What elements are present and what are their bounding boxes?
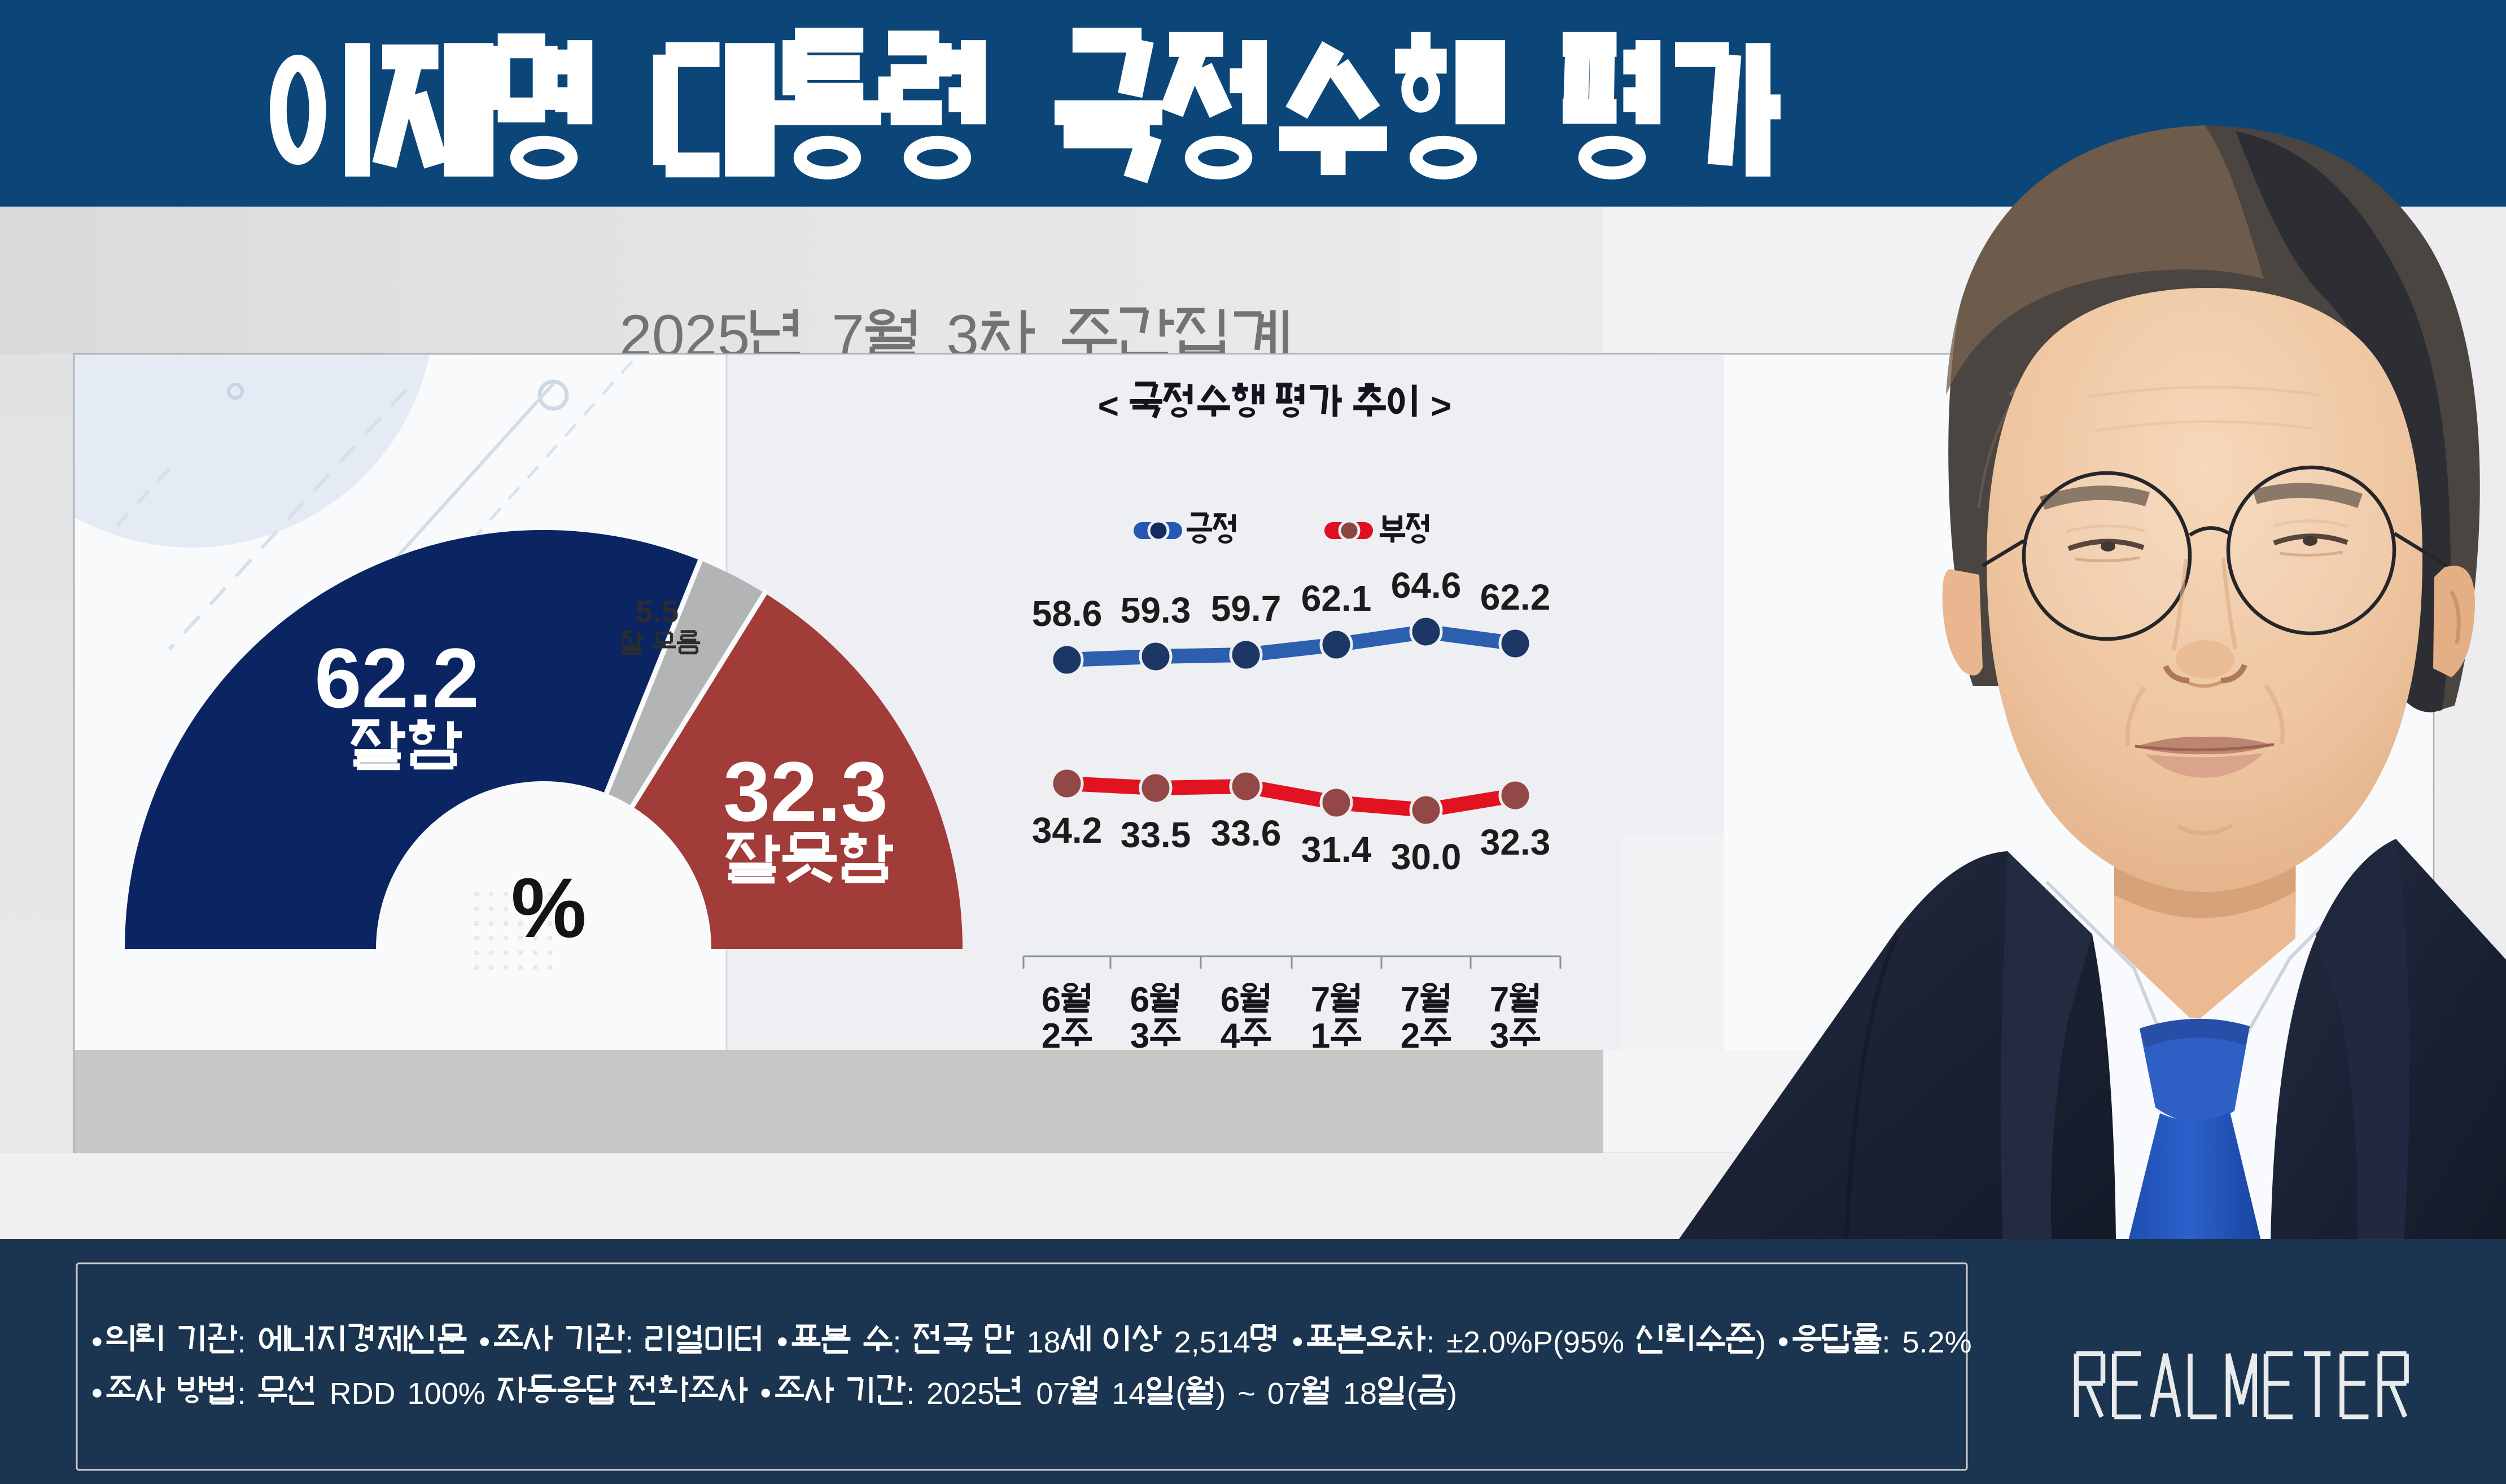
svg-text::: : (1882, 1325, 1891, 1359)
svg-text:>: > (1431, 386, 1451, 426)
svg-text:~: ~ (1237, 1377, 1256, 1411)
svg-text:33.6: 33.6 (1211, 813, 1282, 853)
svg-text:<: < (1098, 386, 1119, 426)
svg-text:7: 7 (1490, 980, 1509, 1019)
svg-text:6: 6 (1130, 980, 1149, 1019)
svg-text::: : (238, 1377, 246, 1411)
svg-text:14: 14 (1112, 1377, 1145, 1411)
svg-text:(: ( (1175, 1377, 1186, 1411)
svg-text:64.6: 64.6 (1391, 565, 1462, 606)
svg-text:07: 07 (1267, 1377, 1301, 1411)
svg-text:62.2: 62.2 (314, 631, 479, 725)
svg-text:18: 18 (1027, 1325, 1061, 1359)
svg-text:100%: 100% (408, 1377, 486, 1411)
svg-text:1: 1 (1311, 1017, 1330, 1056)
svg-text:59.3: 59.3 (1121, 590, 1191, 631)
svg-text:30.0: 30.0 (1391, 837, 1462, 877)
svg-text:%: % (511, 860, 586, 955)
svg-text:62.1: 62.1 (1301, 578, 1372, 619)
svg-text:6: 6 (1042, 980, 1061, 1019)
svg-text:62.2: 62.2 (1480, 577, 1551, 618)
svg-text:31.4: 31.4 (1301, 829, 1372, 870)
svg-text:RDD: RDD (330, 1377, 396, 1411)
svg-text:7: 7 (1311, 980, 1330, 1019)
svg-text:32.3: 32.3 (723, 744, 888, 839)
svg-text:4: 4 (1221, 1017, 1240, 1056)
svg-text:2,514: 2,514 (1174, 1325, 1250, 1359)
svg-text:): ) (1756, 1325, 1766, 1359)
svg-text:18: 18 (1343, 1377, 1377, 1411)
svg-text:(: ( (1407, 1377, 1417, 1411)
svg-text:): ) (1447, 1377, 1457, 1411)
svg-text::: : (238, 1325, 246, 1359)
svg-text:6: 6 (1221, 980, 1240, 1019)
svg-text:07: 07 (1036, 1377, 1070, 1411)
svg-text:3: 3 (1130, 1017, 1149, 1056)
svg-text::: : (1426, 1325, 1435, 1359)
svg-text:58.6: 58.6 (1032, 593, 1103, 634)
svg-text:33.5: 33.5 (1121, 815, 1191, 855)
svg-text:7: 7 (1401, 980, 1420, 1019)
svg-text:32.3: 32.3 (1480, 822, 1551, 863)
svg-text:5.5: 5.5 (636, 594, 679, 629)
svg-text:3: 3 (1490, 1017, 1509, 1056)
svg-text:5.2%: 5.2% (1903, 1325, 1972, 1359)
svg-text::: : (893, 1325, 902, 1359)
svg-text:2: 2 (1401, 1017, 1420, 1056)
svg-text::: : (906, 1377, 915, 1411)
svg-text:2025: 2025 (926, 1377, 994, 1411)
svg-text:2: 2 (1042, 1017, 1061, 1056)
svg-text:): ) (1215, 1377, 1226, 1411)
svg-text::: : (625, 1325, 633, 1359)
svg-text:59.7: 59.7 (1211, 588, 1282, 629)
svg-text:±2.0%P(95%: ±2.0%P(95% (1446, 1325, 1624, 1359)
svg-text:34.2: 34.2 (1032, 810, 1103, 851)
